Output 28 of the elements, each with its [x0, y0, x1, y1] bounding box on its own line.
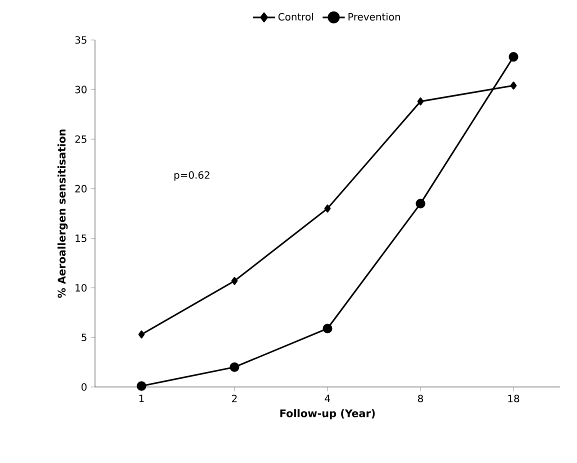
y-tick-label: 20: [75, 184, 87, 192]
y-tick-label: 5: [82, 334, 86, 342]
y-tick-label: 35: [75, 36, 86, 44]
point: [324, 204, 331, 213]
y-axis-title: % Aeroallergen sensitisation: [58, 130, 68, 298]
point: [230, 362, 240, 372]
point: [510, 82, 517, 90]
point: [136, 381, 146, 391]
x-tick-label: 18: [508, 394, 520, 402]
point: [417, 97, 424, 106]
y-tick-label: 15: [76, 234, 86, 242]
x-tick-label: 1: [139, 394, 144, 402]
x-tick-label: 2: [232, 394, 237, 402]
point: [508, 52, 518, 62]
y-tick-label: 10: [76, 284, 87, 292]
y-tick-label: 0: [82, 383, 87, 391]
x-tick-label: 8: [418, 394, 423, 402]
point: [138, 330, 145, 338]
y-tick-label: 30: [75, 86, 87, 94]
x-axis-title: Follow-up (Year): [280, 409, 375, 420]
point: [416, 198, 426, 208]
point: [322, 324, 332, 334]
annotation: p=0.62: [174, 171, 210, 181]
legend-label: Control: [278, 12, 313, 21]
point: [231, 276, 238, 285]
x-tick-label: 4: [324, 394, 330, 402]
y-tick-label: 25: [75, 135, 86, 143]
legend-label: Prevention: [348, 12, 400, 21]
